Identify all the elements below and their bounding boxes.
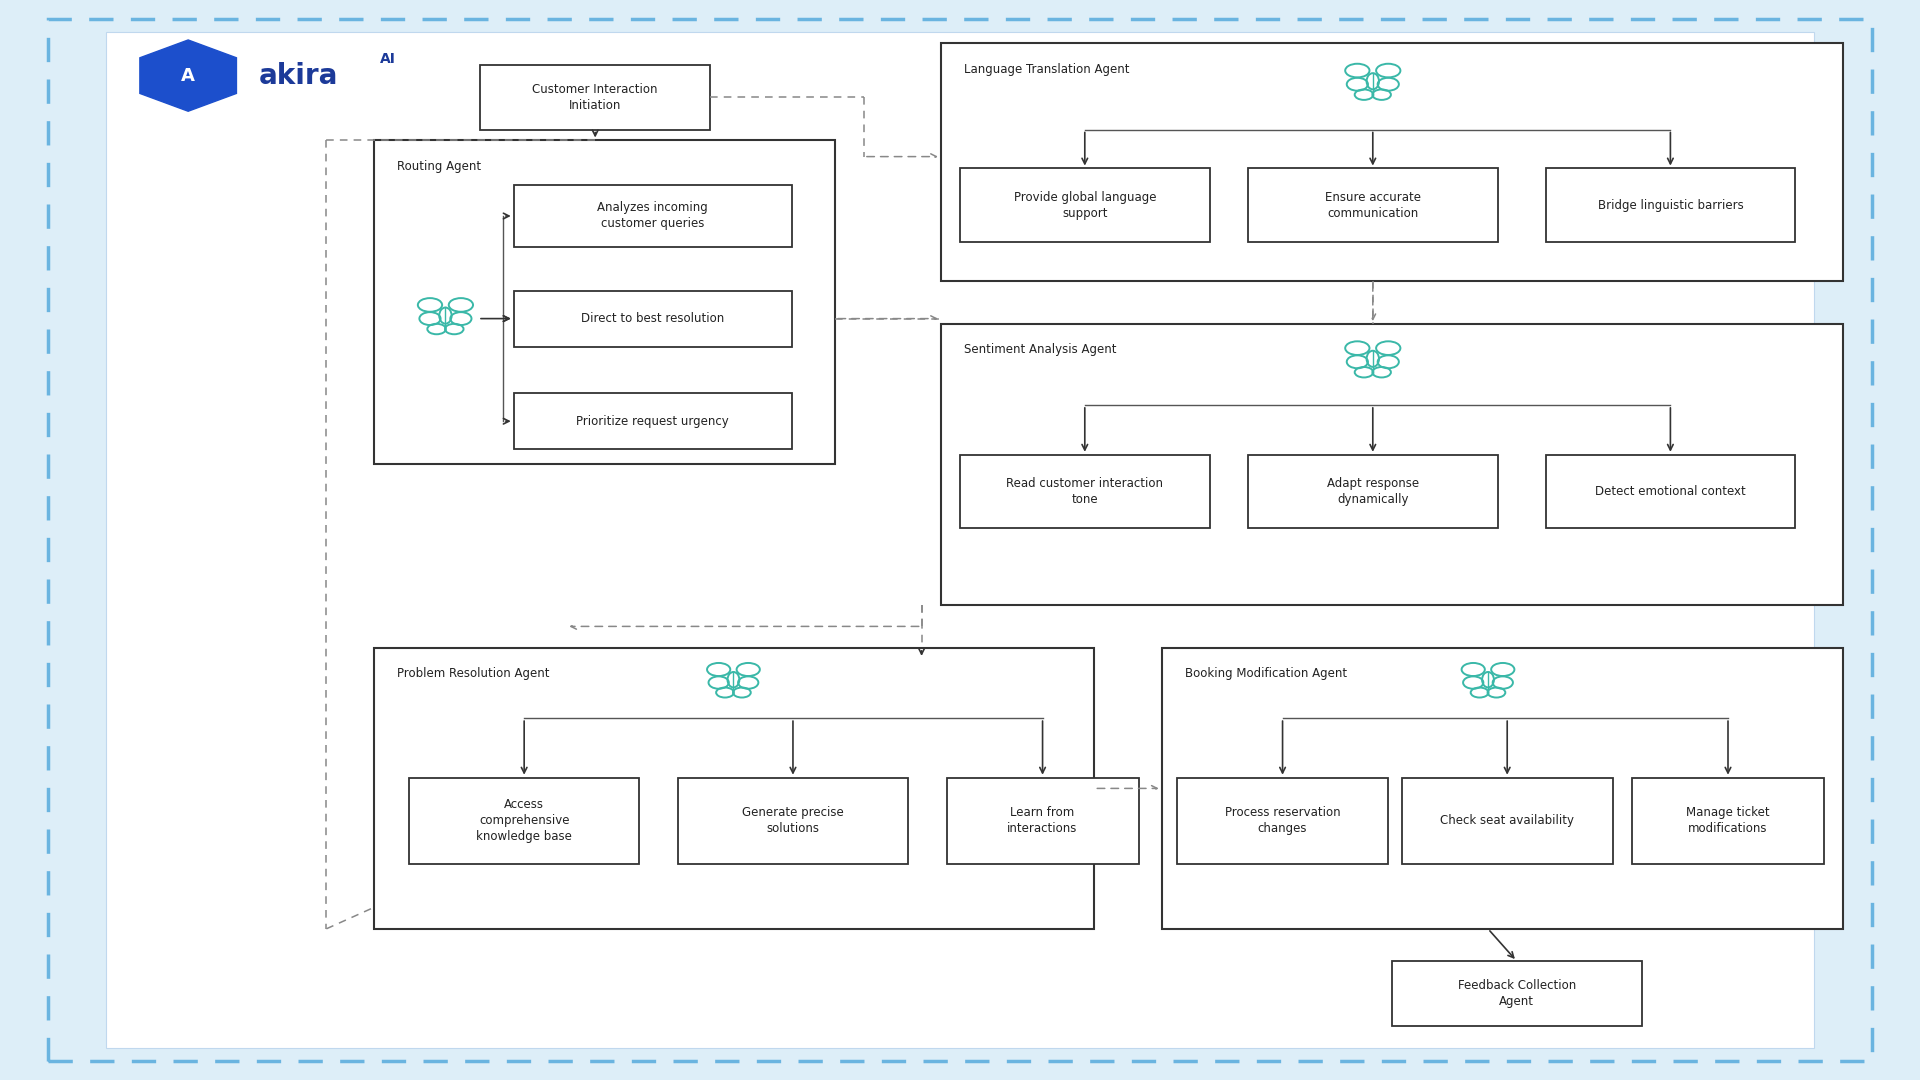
Text: Analyzes incoming
customer queries: Analyzes incoming customer queries [597,202,708,230]
Text: Bridge linguistic barriers: Bridge linguistic barriers [1597,199,1743,212]
Text: Learn from
interactions: Learn from interactions [1008,807,1077,835]
FancyBboxPatch shape [515,291,791,347]
FancyBboxPatch shape [1392,961,1642,1026]
Text: Booking Modification Agent: Booking Modification Agent [1185,667,1346,680]
Text: Detect emotional context: Detect emotional context [1596,485,1745,498]
Text: Read customer interaction
tone: Read customer interaction tone [1006,477,1164,505]
Polygon shape [140,40,236,111]
FancyBboxPatch shape [106,32,1814,1048]
FancyBboxPatch shape [480,65,710,130]
Text: Problem Resolution Agent: Problem Resolution Agent [397,667,549,680]
Text: Customer Interaction
Initiation: Customer Interaction Initiation [532,83,659,111]
Text: AI: AI [380,53,396,66]
Text: Prioritize request urgency: Prioritize request urgency [576,415,730,428]
Text: Adapt response
dynamically: Adapt response dynamically [1327,477,1419,505]
Text: Process reservation
changes: Process reservation changes [1225,807,1340,835]
Text: Sentiment Analysis Agent: Sentiment Analysis Agent [964,343,1116,356]
Text: Access
comprehensive
knowledge base: Access comprehensive knowledge base [476,798,572,843]
FancyBboxPatch shape [1632,778,1824,864]
FancyBboxPatch shape [515,393,791,449]
FancyBboxPatch shape [941,324,1843,605]
FancyBboxPatch shape [960,455,1210,528]
FancyBboxPatch shape [1162,648,1843,929]
FancyBboxPatch shape [409,778,639,864]
FancyBboxPatch shape [374,140,835,464]
FancyBboxPatch shape [515,185,791,247]
FancyBboxPatch shape [1248,455,1498,528]
FancyBboxPatch shape [1546,168,1795,242]
FancyBboxPatch shape [947,778,1139,864]
Text: Feedback Collection
Agent: Feedback Collection Agent [1457,980,1576,1008]
FancyBboxPatch shape [960,168,1210,242]
FancyBboxPatch shape [1248,168,1498,242]
FancyBboxPatch shape [678,778,908,864]
FancyBboxPatch shape [1546,455,1795,528]
Text: Routing Agent: Routing Agent [397,160,482,173]
Text: Generate precise
solutions: Generate precise solutions [743,807,843,835]
FancyBboxPatch shape [941,43,1843,281]
Text: Check seat availability: Check seat availability [1440,814,1574,827]
Text: Manage ticket
modifications: Manage ticket modifications [1686,807,1770,835]
Text: A: A [180,67,196,84]
Text: Language Translation Agent: Language Translation Agent [964,63,1129,76]
FancyBboxPatch shape [1177,778,1388,864]
Text: akira: akira [259,62,338,90]
Text: Direct to best resolution: Direct to best resolution [582,312,724,325]
Text: Ensure accurate
communication: Ensure accurate communication [1325,191,1421,219]
FancyBboxPatch shape [1402,778,1613,864]
Text: Provide global language
support: Provide global language support [1014,191,1156,219]
FancyBboxPatch shape [374,648,1094,929]
FancyBboxPatch shape [48,19,1872,1061]
